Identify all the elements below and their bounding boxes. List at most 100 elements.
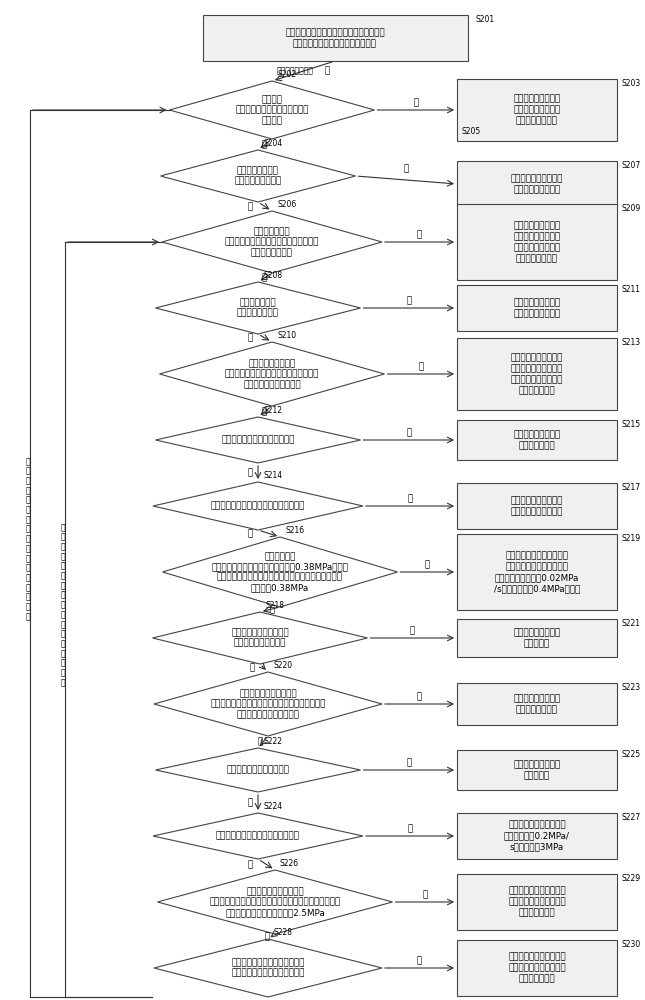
Text: S210: S210 [277, 331, 296, 340]
Text: S221: S221 [621, 619, 640, 628]
Text: S226: S226 [280, 859, 299, 868]
Text: S220: S220 [273, 661, 292, 670]
Text: 预选的凝结水前置泵出口电动阀是否已开: 预选的凝结水前置泵出口电动阀是否已开 [211, 502, 305, 510]
Polygon shape [154, 939, 382, 997]
Text: 预选凝结水前
置泵变频器是否已投自动且压力大于0.38MPa，或任
一凝结水前置泵工频是否运行且凝结水前置泵出口母管
压力大于0.38MPa: 预选凝结水前 置泵变频器是否已投自动且压力大于0.38MPa，或任 一凝结水前置… [212, 552, 348, 592]
Text: 否: 否 [404, 164, 409, 173]
Text: S217: S217 [621, 483, 640, 492]
Text: 否: 否 [406, 428, 412, 437]
Text: 是: 是 [262, 407, 267, 416]
Bar [457, 940, 617, 996]
Text: 是: 是 [248, 468, 253, 477]
Text: 是: 是 [262, 273, 267, 282]
Bar [457, 683, 617, 725]
Polygon shape [152, 612, 368, 664]
Text: S224: S224 [263, 802, 282, 811]
Text: 凝结水泵是否变频运行且
变频已投自动并且泵出口母管压力大于；凝结水泵是否工
频运行且泵出口母管压力大于2.5MPa: 凝结水泵是否变频运行且 变频已投自动并且泵出口母管压力大于；凝结水泵是否工 频运… [210, 887, 341, 917]
Text: 预选凝结水泵出口电动阀
否已关，且凝结水泵进口母管压力大于第二预定压
力，且节能模式是否未投入: 预选凝结水泵出口电动阀 否已关，且凝结水泵进口母管压力大于第二预定压 力，且节能… [210, 689, 326, 719]
Text: 是: 是 [258, 738, 263, 746]
Bar [457, 79, 617, 141]
Text: S214: S214 [263, 471, 282, 480]
Text: S202: S202 [277, 70, 296, 79]
Text: S230: S230 [621, 940, 640, 949]
Text: S206: S206 [277, 200, 296, 209]
Text: 否: 否 [424, 560, 430, 569]
Text: 否: 否 [417, 230, 422, 239]
Text: S218: S218 [265, 601, 284, 610]
Polygon shape [161, 150, 355, 202]
Text: 发出投预选凝结水前置泵变
频器自动，凝结水前置泵出
口母管压力设定值以0.02MPa
/s的速率上升至0.4MPa的指令: 发出投预选凝结水前置泵变 频器自动，凝结水前置泵出 口母管压力设定值以0.02M… [494, 551, 580, 593]
Text: 发出运行预选的凝结
水前置泵的指令: 发出运行预选的凝结 水前置泵的指令 [513, 430, 561, 450]
Text: 是: 是 [270, 605, 275, 614]
Polygon shape [153, 813, 363, 859]
Text: 否: 否 [422, 890, 427, 899]
Text: 是: 是 [250, 664, 255, 672]
Polygon shape [153, 482, 363, 530]
Text: 否: 否 [410, 626, 415, 635]
Polygon shape [162, 211, 382, 273]
Text: 否: 否 [408, 494, 413, 503]
Text: 发出开两台凝结水前
置泵入、出口电动门
和两台凝结水泵入、
出口电动门的指令: 发出开两台凝结水前 置泵入、出口电动门 和两台凝结水泵入、 出口电动门的指令 [513, 221, 561, 263]
Text: 发出投凝结水泵联锁及投
凝结水前置泵再循环主路
调阀自动的指令: 发出投凝结水泵联锁及投 凝结水前置泵再循环主路 调阀自动的指令 [508, 952, 566, 984]
Text: 一拖一机组凝结水
系统电动门是否已开: 一拖一机组凝结水 系统电动门是否已开 [234, 166, 282, 186]
Text: 任
一
凝
结
水
前
置
泵
运
行
且
凝
结
水
泵
会
停: 任 一 凝 结 水 前 置 泵 运 行 且 凝 结 水 泵 会 停 [26, 457, 30, 621]
Text: 是: 是 [248, 529, 253, 538]
Text: S205: S205 [462, 127, 481, 136]
Polygon shape [155, 417, 361, 463]
Text: 否: 否 [418, 362, 423, 371]
Text: S204: S204 [263, 139, 283, 148]
Bar [457, 420, 617, 460]
Text: S212: S212 [263, 406, 282, 415]
Text: 是: 是 [248, 798, 253, 807]
Text: S203: S203 [621, 79, 640, 88]
Polygon shape [170, 81, 375, 139]
Bar [457, 619, 617, 657]
Text: 凝结水泵联锁是否已投入且凝结
水前置泵再循环主路调阀投自动: 凝结水泵联锁是否已投入且凝结 水前置泵再循环主路调阀投自动 [232, 958, 304, 978]
Text: S228: S228 [273, 928, 292, 937]
Polygon shape [154, 672, 382, 736]
Text: S219: S219 [621, 534, 640, 543]
Text: S208: S208 [263, 271, 282, 280]
Text: 预选的凝结水前置泵是否已运行: 预选的凝结水前置泵是否已运行 [221, 436, 295, 444]
Text: S209: S209 [621, 204, 640, 213]
Bar [203, 15, 468, 61]
Text: 是: 是 [265, 932, 270, 941]
Text: 凝结水前置泵联锁是否已
投且是否等待预定时间: 凝结水前置泵联锁是否已 投且是否等待预定时间 [231, 628, 289, 648]
Text: 是: 是 [248, 202, 253, 211]
Text: 任
一
凝
结
水
前
置
泵
运
行
且
凝
结
水
泵
会
停: 任 一 凝 结 水 前 置 泵 运 行 且 凝 结 水 泵 会 停 [61, 523, 65, 687]
Text: 发出投凝结水泵联锁及投
凝结水前置泵再循环主路
调阀自动的指令: 发出投凝结水泵联锁及投 凝结水前置泵再循环主路 调阀自动的指令 [508, 886, 566, 918]
Bar [457, 874, 617, 930]
Text: 发出关一拖一机组凝
结水系统调节门且切
至手动状态的指令: 发出关一拖一机组凝 结水系统调节门且切 至手动状态的指令 [513, 94, 561, 126]
Text: 发出开预选的凝结水前
置泵出口电动阀的指令: 发出开预选的凝结水前 置泵出口电动阀的指令 [511, 496, 563, 516]
Text: S223: S223 [621, 683, 640, 692]
Text: 发出关预选凝结水泵
出口电动阀的指令: 发出关预选凝结水泵 出口电动阀的指令 [513, 694, 561, 714]
Text: 预选的凝结水泵是否已运行: 预选的凝结水泵是否已运行 [226, 766, 290, 774]
Polygon shape [159, 342, 384, 406]
Text: 否: 否 [417, 956, 422, 965]
Text: 凝汽器补水旁路
调阀是否已投自动: 凝汽器补水旁路 调阀是否已投自动 [237, 298, 279, 318]
Text: 凝结水再循环主路电
动阀及调阀是否已开，且预选的凝结水前
置泵出口电动阀是否已关: 凝结水再循环主路电 动阀及调阀是否已开，且预选的凝结水前 置泵出口电动阀是否已关 [224, 359, 319, 389]
Text: 否: 否 [413, 98, 419, 107]
Bar [457, 750, 617, 790]
Bar [457, 483, 617, 529]
Text: S216: S216 [285, 526, 304, 535]
Text: 发出开凝结水再循环主
路电动阀及调阀，且关
预选的凝结水前置泵出
口电动阀的指令: 发出开凝结水再循环主 路电动阀及调阀，且关 预选的凝结水前置泵出 口电动阀的指令 [511, 353, 563, 395]
Text: 否: 否 [408, 824, 413, 833]
Text: S213: S213 [621, 338, 640, 347]
Text: 一拖一机
组凝结水系统调节门是否已关且
切至手动: 一拖一机 组凝结水系统调节门是否已关且 切至手动 [235, 95, 309, 125]
Text: 否: 否 [406, 296, 412, 305]
Text: 是: 是 [325, 66, 330, 76]
Text: 接收凝结水前置泵及凝结水泵的状态反馈，
判断凝结水前置泵及凝结水泵的状态: 接收凝结水前置泵及凝结水泵的状态反馈， 判断凝结水前置泵及凝结水泵的状态 [285, 28, 385, 48]
Text: 出投变频器自动，将泵出
口母管压力以0.2MPa/
s的速率升至3MPa: 出投变频器自动，将泵出 口母管压力以0.2MPa/ s的速率升至3MPa [504, 820, 570, 852]
Text: 发出投凝结水前置泵
联锁的指令: 发出投凝结水前置泵 联锁的指令 [513, 628, 561, 648]
Text: 否: 否 [406, 758, 412, 767]
Text: 无凝结前置泵运行: 无凝结前置泵运行 [277, 66, 314, 76]
Text: S222: S222 [263, 737, 282, 746]
Text: S227: S227 [621, 813, 640, 822]
Text: 发出关一拖一机组凝结
水系统电动门的指令: 发出关一拖一机组凝结 水系统电动门的指令 [511, 174, 563, 194]
Text: 预选的凝结水泵出口电动阀是否已开: 预选的凝结水泵出口电动阀是否已开 [216, 832, 300, 840]
Bar [457, 813, 617, 859]
Text: 是: 是 [248, 860, 253, 869]
Text: 是: 是 [248, 334, 253, 342]
Polygon shape [163, 537, 397, 607]
